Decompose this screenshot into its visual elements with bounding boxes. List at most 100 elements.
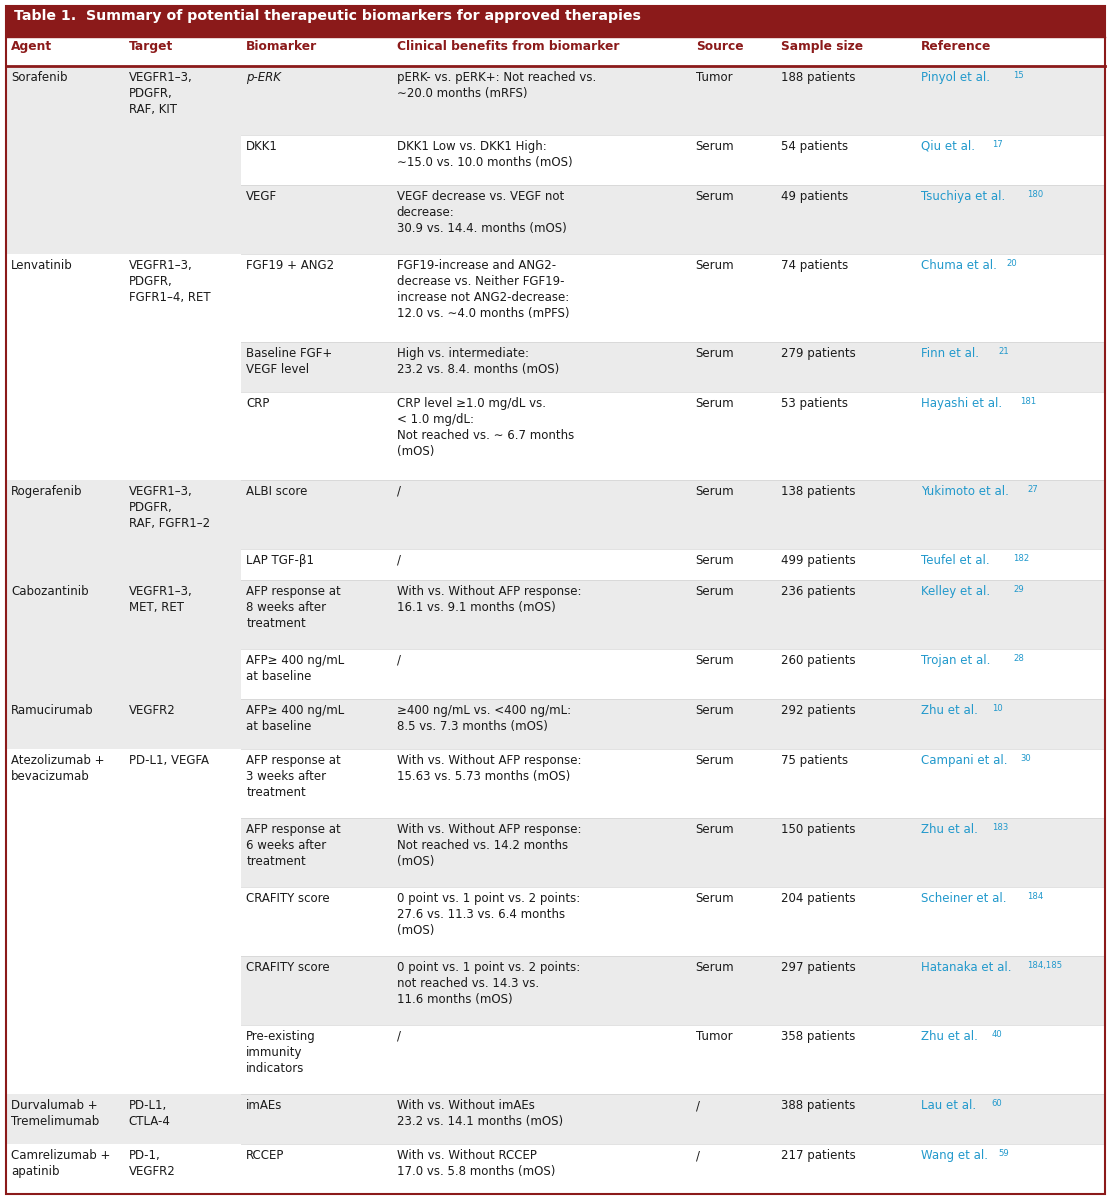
Text: VEGFR1–3,
PDGFR,
RAF, FGFR1–2: VEGFR1–3, PDGFR, RAF, FGFR1–2 [129,485,210,530]
Bar [6,66,123,253]
Bar [6,1094,123,1144]
Text: 236 patients: 236 patients [781,584,855,598]
Text: Table 1.  Summary of potential therapeutic biomarkers for approved therapies: Table 1. Summary of potential therapeuti… [14,8,641,23]
Text: 260 patients: 260 patients [781,654,855,667]
Text: 15: 15 [1013,71,1024,79]
Text: 388 patients: 388 patients [781,1099,855,1112]
Text: Serum: Serum [695,704,734,716]
Bar [6,185,1105,253]
Text: Zhu et al.: Zhu et al. [921,1030,978,1043]
Text: imAEs: imAEs [247,1099,282,1112]
Text: 59: 59 [999,1150,1010,1158]
Text: 29: 29 [1013,584,1024,594]
Text: Durvalumab +
Tremelimumab: Durvalumab + Tremelimumab [11,1099,99,1128]
Text: AFP response at
8 weeks after
treatment: AFP response at 8 weeks after treatment [247,584,341,630]
Text: Baseline FGF+
VEGF level: Baseline FGF+ VEGF level [247,347,332,376]
Text: /: / [397,1030,401,1043]
Text: 150 patients: 150 patients [781,823,855,836]
Text: Zhu et al.: Zhu et al. [921,823,978,836]
Text: VEGFR1–3,
PDGFR,
FGFR1–4, RET: VEGFR1–3, PDGFR, FGFR1–4, RET [129,259,210,304]
Text: Serum: Serum [695,823,734,836]
Text: Pre-existing
immunity
indicators: Pre-existing immunity indicators [247,1030,316,1075]
Text: 54 patients: 54 patients [781,139,849,152]
Text: 184,185: 184,185 [1028,961,1062,970]
Text: CRP: CRP [247,397,270,409]
Text: 180: 180 [1028,190,1043,199]
Bar [6,1094,1105,1144]
Text: Atezolizumab +
bevacizumab: Atezolizumab + bevacizumab [11,754,104,782]
Text: ≥400 ng/mL vs. <400 ng/mL:
8.5 vs. 7.3 months (mOS): ≥400 ng/mL vs. <400 ng/mL: 8.5 vs. 7.3 m… [397,704,571,733]
Text: FGF19 + ANG2: FGF19 + ANG2 [247,259,334,271]
Text: Tumor: Tumor [695,1030,732,1043]
Text: Sorafenib: Sorafenib [11,71,68,84]
Text: AFP response at
6 weeks after
treatment: AFP response at 6 weeks after treatment [247,823,341,868]
Text: 17: 17 [992,139,1002,149]
Text: Biomarker: Biomarker [247,40,318,53]
Text: 217 patients: 217 patients [781,1150,857,1162]
Text: Yukimoto et al.: Yukimoto et al. [921,485,1009,498]
Bar [6,66,1105,134]
Text: Source: Source [695,40,743,53]
Text: With vs. Without RCCEP
17.0 vs. 5.8 months (mOS): With vs. Without RCCEP 17.0 vs. 5.8 mont… [397,1150,556,1178]
Bar [6,1144,1105,1194]
Text: Campani et al.: Campani et al. [921,754,1008,767]
Text: /: / [397,654,401,667]
Text: 182: 182 [1013,554,1029,563]
Text: PD-L1, VEGFA: PD-L1, VEGFA [129,754,209,767]
Bar [6,698,123,749]
Bar [123,1144,241,1194]
Bar [6,749,1105,818]
Text: 204 patients: 204 patients [781,892,855,905]
Text: /: / [695,1099,700,1112]
Bar [6,580,123,698]
Bar [6,253,1105,342]
Bar [6,887,1105,956]
Text: Tsuchiya et al.: Tsuchiya et al. [921,190,1005,203]
Bar [123,480,241,580]
Text: Lenvatinib: Lenvatinib [11,259,72,271]
Bar [6,37,1105,66]
Text: Scheiner et al.: Scheiner et al. [921,892,1007,905]
Bar [6,480,1105,548]
Bar [123,580,241,698]
Bar [6,253,123,480]
Text: With vs. Without AFP response:
15.63 vs. 5.73 months (mOS): With vs. Without AFP response: 15.63 vs.… [397,754,581,782]
Text: Finn et al.: Finn et al. [921,347,979,360]
Bar [6,548,1105,580]
Text: Rogerafenib: Rogerafenib [11,485,82,498]
Text: Target: Target [129,40,173,53]
Text: Teufel et al.: Teufel et al. [921,554,990,566]
Bar [123,698,241,749]
Text: PD-1,
VEGFR2: PD-1, VEGFR2 [129,1150,176,1178]
Text: /: / [695,1150,700,1162]
Text: Tumor: Tumor [695,71,732,84]
Text: Serum: Serum [695,584,734,598]
Text: Trojan et al.: Trojan et al. [921,654,990,667]
Text: VEGFR2: VEGFR2 [129,704,176,716]
Bar [6,342,1105,391]
Text: 21: 21 [999,347,1010,355]
Text: 0 point vs. 1 point vs. 2 points:
not reached vs. 14.3 vs.
11.6 months (mOS): 0 point vs. 1 point vs. 2 points: not re… [397,961,580,1006]
Text: /: / [397,554,401,566]
Text: Hayashi et al.: Hayashi et al. [921,397,1002,409]
Text: 53 patients: 53 patients [781,397,849,409]
Bar [6,480,123,580]
Text: Serum: Serum [695,347,734,360]
Text: High vs. intermediate:
23.2 vs. 8.4. months (mOS): High vs. intermediate: 23.2 vs. 8.4. mon… [397,347,559,376]
Text: 0 point vs. 1 point vs. 2 points:
27.6 vs. 11.3 vs. 6.4 months
(mOS): 0 point vs. 1 point vs. 2 points: 27.6 v… [397,892,580,937]
Text: Serum: Serum [695,961,734,974]
Bar [6,749,123,1094]
Text: PD-L1,
CTLA-4: PD-L1, CTLA-4 [129,1099,170,1128]
Text: Pinyol et al.: Pinyol et al. [921,71,990,84]
Text: Cabozantinib: Cabozantinib [11,584,89,598]
Text: Serum: Serum [695,190,734,203]
Text: 184: 184 [1028,892,1043,901]
Text: VEGF: VEGF [247,190,278,203]
Text: Serum: Serum [695,892,734,905]
Text: With vs. Without AFP response:
16.1 vs. 9.1 months (mOS): With vs. Without AFP response: 16.1 vs. … [397,584,581,614]
Text: 358 patients: 358 patients [781,1030,855,1043]
Text: Qiu et al.: Qiu et al. [921,139,975,152]
Text: 138 patients: 138 patients [781,485,855,498]
Text: Serum: Serum [695,754,734,767]
Text: RCCEP: RCCEP [247,1150,284,1162]
